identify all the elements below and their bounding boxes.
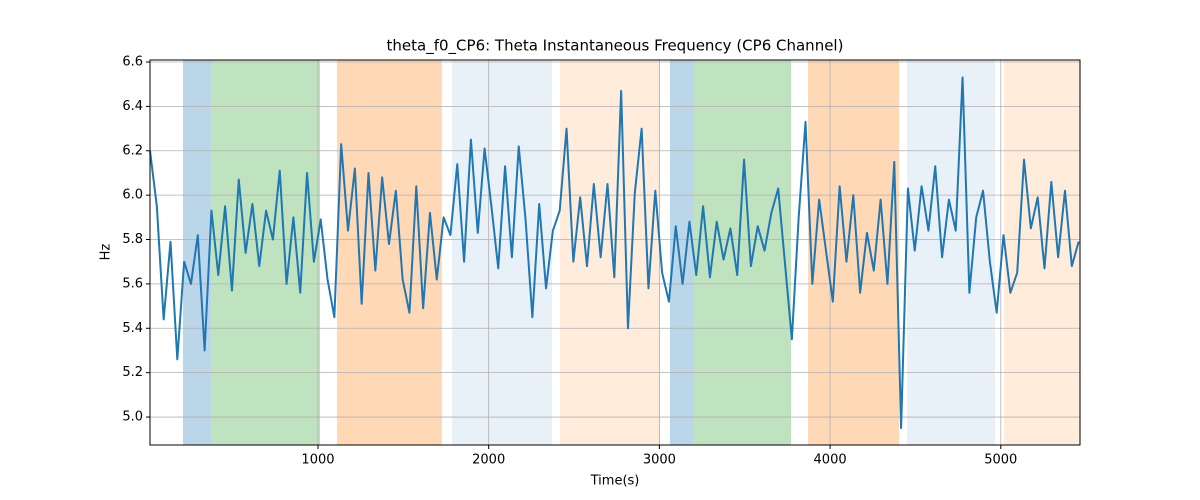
shaded-span — [560, 60, 661, 445]
y-tick-label: 5.4 — [122, 321, 143, 336]
y-tick-label: 6.4 — [122, 99, 143, 114]
shaded-span — [669, 60, 694, 445]
plot-frame — [149, 59, 1081, 446]
y-tick-label: 6.6 — [122, 54, 143, 69]
shaded-span — [693, 60, 791, 445]
y-tick-label: 5.0 — [122, 410, 143, 425]
x-tick-label: 5000 — [984, 453, 1017, 468]
y-tick-label: 5.6 — [122, 276, 143, 291]
x-tick-label: 3000 — [643, 453, 676, 468]
shaded-span — [182, 60, 211, 445]
x-axis-label: Time(s) — [590, 474, 640, 489]
chart-title: theta_f0_CP6: Theta Instantaneous Freque… — [387, 37, 844, 56]
shaded-span — [210, 60, 321, 445]
x-tick-label: 4000 — [814, 453, 847, 468]
x-tick-label: 1000 — [301, 453, 334, 468]
x-tick-label: 2000 — [472, 453, 505, 468]
y-tick-label: 5.2 — [122, 365, 143, 380]
y-tick-label: 6.0 — [122, 188, 143, 203]
shaded-span — [808, 60, 900, 445]
shaded-span — [907, 60, 995, 445]
data-line — [149, 76, 1080, 430]
y-axis-label: Hz — [99, 244, 114, 261]
shaded-span — [336, 60, 442, 445]
y-tick-label: 5.8 — [122, 232, 143, 247]
y-tick-label: 6.2 — [122, 143, 143, 158]
